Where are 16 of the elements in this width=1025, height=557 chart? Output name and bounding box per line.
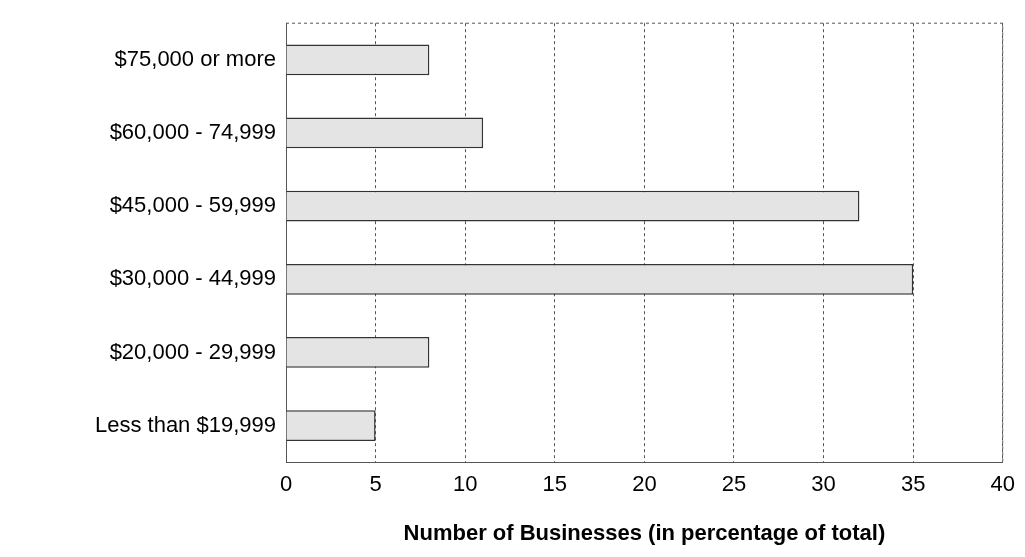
x-tick-label: 30	[811, 471, 836, 497]
y-tick-label: Less than $19,999	[94, 411, 276, 437]
x-tick-label: 10	[452, 471, 478, 497]
x-tick-label: 35	[900, 471, 926, 497]
x-tick-label: 20	[632, 471, 657, 497]
x-axis-title: Number of Businesses (in percentage of total)	[403, 519, 886, 545]
y-tick-label: $45,000 - 59,999	[109, 192, 276, 218]
y-tick-label: $75,000 or more	[114, 45, 276, 71]
y-tick-label: $60,000 - 74,999	[109, 119, 276, 145]
y-tick-label: $20,000 - 29,999	[109, 338, 276, 364]
x-tick-label: 15	[542, 471, 568, 497]
x-tick-label: 5	[369, 471, 382, 497]
y-tick-label: $30,000 - 44,999	[109, 265, 276, 291]
x-tick-label: 25	[721, 471, 747, 497]
x-tick-label: 0	[279, 471, 293, 497]
x-tick-label: 40	[990, 471, 1016, 497]
